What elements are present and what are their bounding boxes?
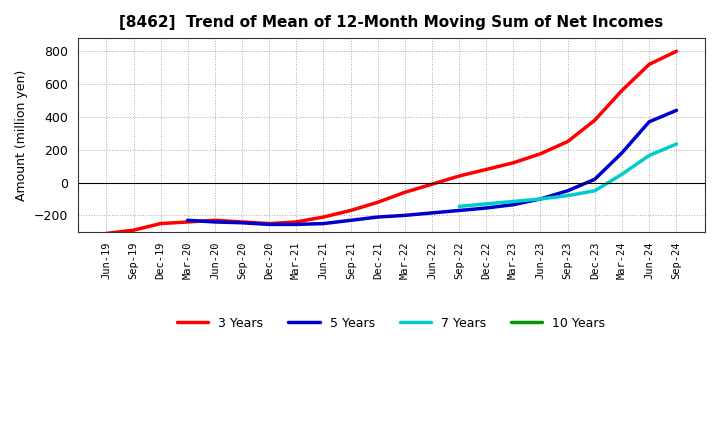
Line: 3 Years: 3 Years	[106, 51, 677, 234]
Legend: 3 Years, 5 Years, 7 Years, 10 Years: 3 Years, 5 Years, 7 Years, 10 Years	[172, 312, 611, 335]
Title: [8462]  Trend of Mean of 12-Month Moving Sum of Net Incomes: [8462] Trend of Mean of 12-Month Moving …	[120, 15, 663, 30]
Line: 7 Years: 7 Years	[459, 144, 677, 206]
Y-axis label: Amount (million yen): Amount (million yen)	[15, 70, 28, 201]
Line: 5 Years: 5 Years	[188, 110, 677, 224]
